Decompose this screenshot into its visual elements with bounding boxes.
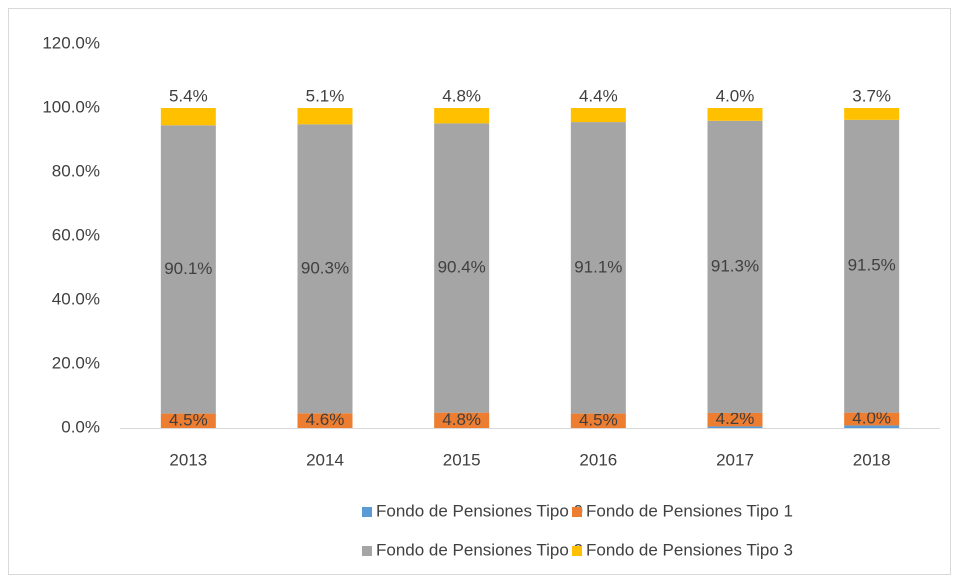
legend-label: Fondo de Pensiones Tipo 3 <box>586 540 793 559</box>
data-label: 91.5% <box>848 256 896 275</box>
bar-segment <box>297 413 353 428</box>
data-label: 90.4% <box>438 257 486 276</box>
legend-label: Fondo de Pensiones Tipo 2 <box>376 540 583 559</box>
y-tick-label: 60.0% <box>52 225 100 244</box>
data-label: 4.0% <box>716 86 755 105</box>
legend-swatch <box>572 546 582 556</box>
bar-segment <box>707 412 763 427</box>
bar-segment <box>160 108 216 126</box>
y-tick-label: 100.0% <box>42 97 100 116</box>
legend-swatch <box>362 546 372 556</box>
y-tick-label: 80.0% <box>52 161 100 180</box>
data-label: 5.1% <box>306 86 345 105</box>
data-label: 4.4% <box>579 86 618 105</box>
data-label: 4.0% <box>852 409 891 428</box>
x-tick-label: 2016 <box>579 450 617 469</box>
x-tick-label: 2018 <box>853 450 891 469</box>
data-label: 90.1% <box>164 259 212 278</box>
bar-segment <box>160 125 216 414</box>
y-tick-label: 120.0% <box>42 33 100 52</box>
x-tick-label: 2014 <box>306 450 344 469</box>
bar-segment <box>297 108 353 125</box>
legend-swatch <box>362 507 372 517</box>
bar-segment <box>434 123 490 413</box>
bar-segment <box>707 108 763 121</box>
data-label: 5.4% <box>169 86 208 105</box>
y-tick-label: 20.0% <box>52 353 100 372</box>
bar-segment <box>434 412 490 428</box>
x-tick-label: 2013 <box>169 450 207 469</box>
legend-label: Fondo de Pensiones Tipo 1 <box>586 501 793 520</box>
data-label: 4.8% <box>442 410 481 429</box>
bar-segment <box>160 413 216 428</box>
data-label: 4.8% <box>442 86 481 105</box>
data-label: 91.3% <box>711 256 759 275</box>
data-label: 4.5% <box>169 410 208 429</box>
bar-segment <box>570 122 626 414</box>
x-tick-label: 2017 <box>716 450 754 469</box>
x-tick-label: 2015 <box>443 450 481 469</box>
bar-segment <box>570 413 626 428</box>
y-tick-label: 40.0% <box>52 289 100 308</box>
data-label: 4.5% <box>579 410 618 429</box>
bar-segment <box>297 124 353 414</box>
bar-segment <box>844 108 900 120</box>
data-label: 3.7% <box>852 86 891 105</box>
bar-segment <box>844 412 900 426</box>
data-label: 4.6% <box>306 410 345 429</box>
data-label: 4.2% <box>716 409 755 428</box>
data-label: 90.3% <box>301 258 349 277</box>
bar-segment <box>434 108 490 124</box>
bar-segment <box>707 426 763 428</box>
bar-segment <box>844 425 900 428</box>
legend-swatch <box>572 507 582 517</box>
bar-segment <box>707 120 763 413</box>
y-tick-label: 0.0% <box>61 417 100 436</box>
bar-segment <box>844 119 900 413</box>
bar-segment <box>570 108 626 123</box>
legend-label: Fondo de Pensiones Tipo 0 <box>376 501 583 520</box>
data-label: 91.1% <box>574 257 622 276</box>
